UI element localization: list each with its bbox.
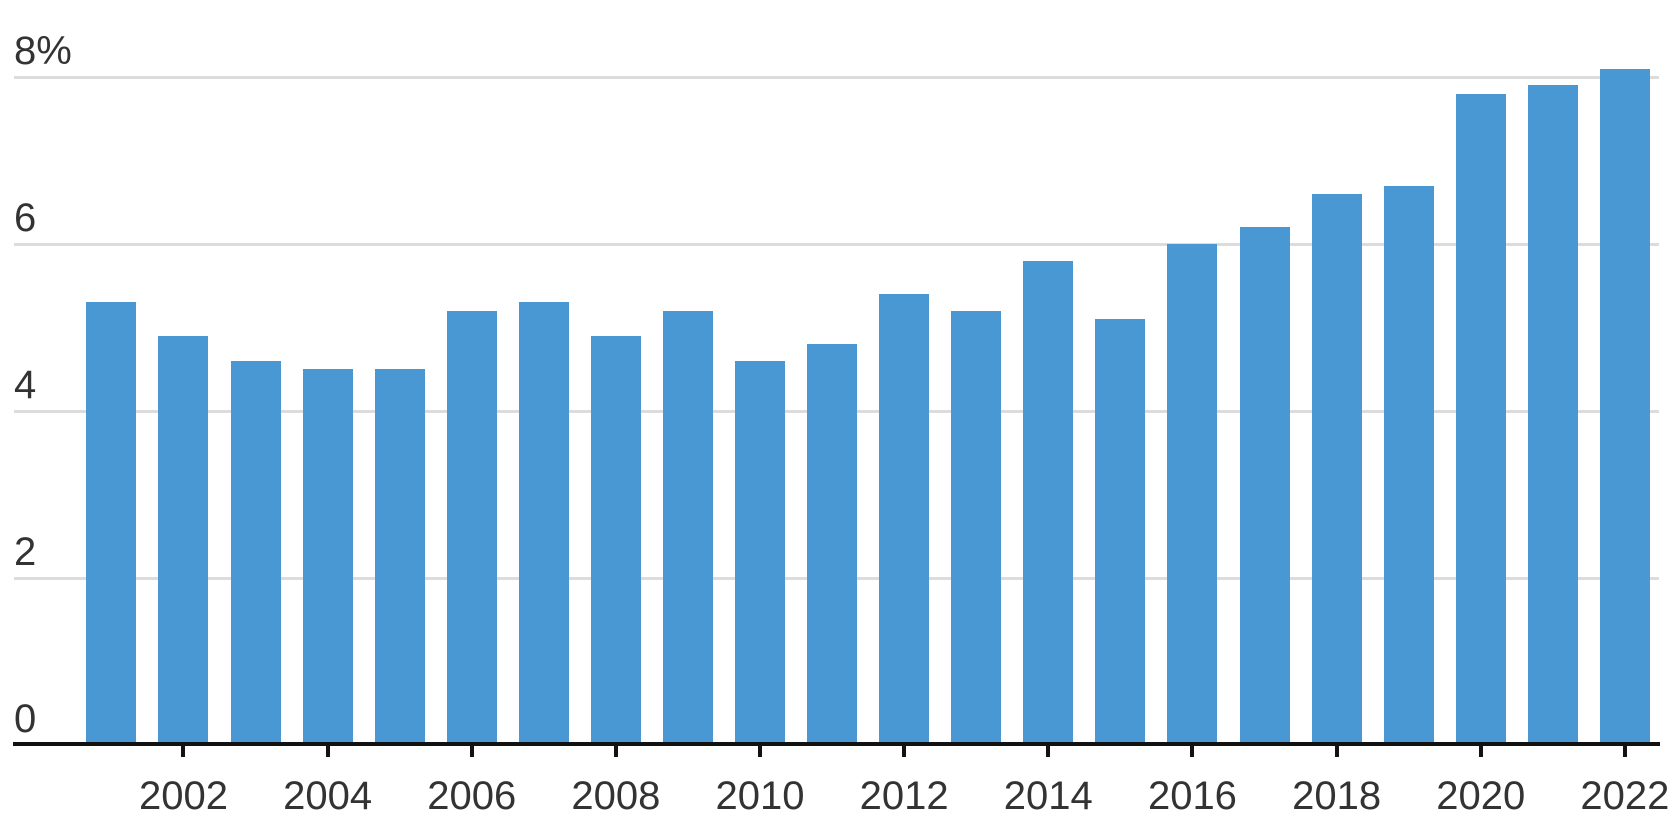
x-axis-tick-2006 (469, 746, 474, 757)
bar-2011 (807, 344, 858, 742)
y-axis-label-0: 0 (14, 697, 37, 741)
y-axis-label-6: 6 (14, 196, 37, 240)
bar-2005 (374, 369, 425, 742)
bar-2013 (951, 310, 1002, 742)
bar-2007 (518, 302, 569, 742)
bar-2004 (302, 369, 353, 742)
x-axis-tick-2018 (1334, 746, 1339, 757)
x-axis-label-2018: 2018 (1292, 774, 1382, 818)
x-axis-tick-2012 (902, 746, 907, 757)
x-axis-tick-2020 (1478, 746, 1483, 757)
x-axis-label-2012: 2012 (859, 774, 949, 818)
bar-2022 (1599, 68, 1650, 742)
x-axis-line (13, 742, 1660, 746)
x-axis-label-2022: 2022 (1580, 774, 1670, 818)
x-axis-tick-2004 (325, 746, 330, 757)
x-axis-tick-2014 (1046, 746, 1051, 757)
bar-2020 (1455, 93, 1506, 742)
bar-2009 (662, 310, 713, 742)
bar-2014 (1023, 260, 1074, 742)
x-axis-label-2014: 2014 (1003, 774, 1093, 818)
bar-2021 (1527, 85, 1578, 742)
bar-2001 (86, 302, 137, 742)
x-axis-label-2020: 2020 (1436, 774, 1526, 818)
bar-2018 (1311, 193, 1362, 742)
x-axis-tick-2010 (758, 746, 763, 757)
x-axis-label-2004: 2004 (283, 774, 373, 818)
bar-2006 (446, 310, 497, 742)
x-axis-label-2006: 2006 (427, 774, 517, 818)
gridline-6 (14, 242, 1659, 246)
bar-2017 (1239, 227, 1290, 742)
bar-2019 (1383, 185, 1434, 742)
x-axis-tick-2002 (181, 746, 186, 757)
bar-2003 (230, 360, 281, 742)
bar-2012 (879, 294, 930, 742)
bar-2016 (1167, 244, 1218, 742)
bar-2010 (735, 360, 786, 742)
x-axis-label-2010: 2010 (715, 774, 805, 818)
x-axis-label-2008: 2008 (571, 774, 661, 818)
x-axis-tick-2022 (1622, 746, 1627, 757)
bar-2008 (590, 335, 641, 742)
bar-2002 (158, 335, 209, 742)
y-axis-label-4: 4 (14, 363, 37, 407)
y-axis-label-2: 2 (14, 530, 37, 574)
y-axis-label-8: 8% (14, 29, 72, 73)
x-axis-tick-2008 (613, 746, 618, 757)
bar-2015 (1095, 319, 1146, 742)
gridline-8 (14, 75, 1659, 79)
x-axis-tick-2016 (1190, 746, 1195, 757)
x-axis-label-2016: 2016 (1147, 774, 1237, 818)
x-axis-label-2002: 2002 (138, 774, 228, 818)
